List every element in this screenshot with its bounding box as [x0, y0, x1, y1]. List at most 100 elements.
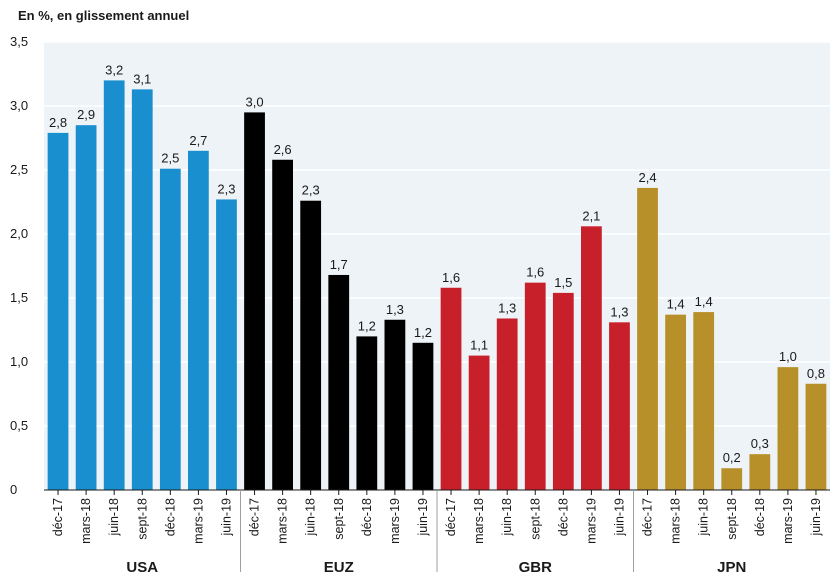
bar-gbr-3	[524, 282, 546, 490]
data-label: 2,4	[638, 170, 656, 185]
data-label: 1,4	[695, 294, 713, 309]
y-tick-label: 3,0	[10, 98, 28, 113]
bar-usa-4	[159, 168, 181, 490]
x-category-label: mars-19	[781, 498, 795, 544]
data-label: 3,2	[105, 62, 123, 77]
bar-euz-2	[300, 200, 322, 490]
x-category-label: sept-18	[135, 498, 149, 540]
data-label: 0,8	[807, 366, 825, 381]
y-tick-label: 2,0	[10, 226, 28, 241]
y-tick-label: 1,0	[10, 354, 28, 369]
chart-subtitle: En %, en glissement annuel	[18, 8, 190, 23]
bar-jpn-1	[665, 314, 686, 490]
x-category-label: déc-17	[51, 498, 65, 536]
x-category-label: mars-19	[584, 498, 598, 544]
x-category-label: mars-19	[191, 498, 205, 544]
x-category-label: juin-19	[219, 498, 233, 537]
data-label: 2,7	[189, 133, 207, 148]
data-label: 1,4	[667, 297, 685, 312]
bar-gbr-4	[552, 292, 574, 490]
x-category-label: sept-18	[332, 498, 346, 540]
bar-gbr-0	[440, 287, 462, 490]
x-category-label: déc-17	[641, 498, 655, 536]
data-label: 1,6	[442, 270, 460, 285]
x-category-label: mars-18	[669, 498, 683, 544]
x-category-label: juin-18	[697, 498, 711, 537]
data-label: 2,6	[274, 142, 292, 157]
bar-euz-5	[384, 319, 406, 490]
data-label: 1,0	[779, 349, 797, 364]
x-category-label: juin-18	[500, 498, 514, 537]
x-category-label: déc-18	[163, 498, 177, 536]
labels-layer: 2,8 2,9 3,2 3,1 2,5 2,7 2,3 3,0 2,6 2,3 1,7 1,2 1,3 1…	[49, 62, 825, 465]
data-label: 1,3	[386, 302, 404, 317]
bar-gbr-1	[468, 355, 490, 490]
data-label: 3,0	[245, 94, 263, 109]
data-label: 2,8	[49, 115, 67, 130]
y-tick-label: 0,5	[10, 418, 28, 433]
x-category-label: déc-18	[556, 498, 570, 536]
x-category-label: mars-18	[79, 498, 93, 544]
bar-usa-0	[47, 132, 69, 490]
data-label: 1,1	[470, 338, 488, 353]
data-label: 1,2	[414, 325, 432, 340]
x-category-label: mars-19	[388, 498, 402, 544]
bar-usa-1	[75, 125, 97, 490]
axis-layer: 0 0,5 1,0 1,5 2,0 2,5 3,0 3,5 déc-17 mars-18 juin-…	[10, 34, 830, 576]
bar-jpn-4	[749, 454, 771, 490]
y-tick-label: 3,5	[10, 34, 28, 49]
bar-euz-6	[412, 342, 434, 490]
data-label: 1,6	[526, 265, 544, 280]
y-tick-label: 1,5	[10, 290, 28, 305]
x-category-label: mars-18	[276, 498, 290, 544]
data-label: 1,5	[554, 275, 572, 290]
data-label: 2,9	[77, 107, 95, 122]
bar-jpn-2	[693, 312, 715, 490]
data-label: 1,2	[358, 318, 376, 333]
x-category-label: sept-18	[725, 498, 739, 540]
bar-euz-1	[272, 159, 293, 490]
bars-layer	[47, 80, 827, 491]
x-category-label: déc-18	[753, 498, 767, 536]
x-category-label: déc-17	[444, 498, 458, 536]
data-label: 0,3	[751, 436, 769, 451]
bar-usa-6	[216, 199, 237, 490]
group-label-gbr: GBR	[519, 559, 553, 576]
x-category-label: sept-18	[528, 498, 542, 540]
data-label: 0,2	[723, 450, 741, 465]
x-category-label: déc-17	[248, 498, 262, 536]
data-label: 1,3	[610, 304, 628, 319]
x-category-label: juin-19	[416, 498, 430, 537]
y-tick-label: 0	[10, 482, 17, 497]
x-category-label: juin-19	[612, 498, 626, 537]
data-label: 2,3	[217, 181, 235, 196]
group-label-euz: EUZ	[324, 559, 354, 576]
bar-usa-3	[131, 89, 153, 491]
y-tick-label: 2,5	[10, 162, 28, 177]
data-label: 1,3	[498, 300, 516, 315]
x-category-label: déc-18	[360, 498, 374, 536]
data-label: 2,5	[161, 151, 179, 166]
bar-euz-4	[356, 336, 378, 490]
group-label-usa: USA	[126, 559, 158, 576]
data-label: 2,1	[582, 208, 600, 223]
bar-gbr-6	[609, 322, 630, 490]
data-label: 1,7	[330, 257, 348, 272]
bar-euz-3	[328, 274, 350, 490]
x-category-label: juin-18	[304, 498, 318, 537]
bar-jpn-0	[637, 187, 658, 491]
bar-usa-2	[103, 80, 125, 491]
data-label: 3,1	[133, 71, 151, 86]
x-category-label: mars-18	[472, 498, 486, 544]
bar-jpn-5	[777, 367, 799, 490]
bar-gbr-5	[581, 226, 602, 490]
x-category-label: juin-19	[809, 498, 823, 537]
group-label-jpn: JPN	[717, 559, 746, 576]
x-category-label: juin-18	[107, 498, 121, 537]
bar-jpn-3	[721, 468, 743, 490]
bar-gbr-2	[496, 318, 518, 490]
bar-euz-0	[244, 112, 265, 491]
bar-jpn-6	[805, 383, 827, 490]
data-label: 2,3	[302, 183, 320, 198]
